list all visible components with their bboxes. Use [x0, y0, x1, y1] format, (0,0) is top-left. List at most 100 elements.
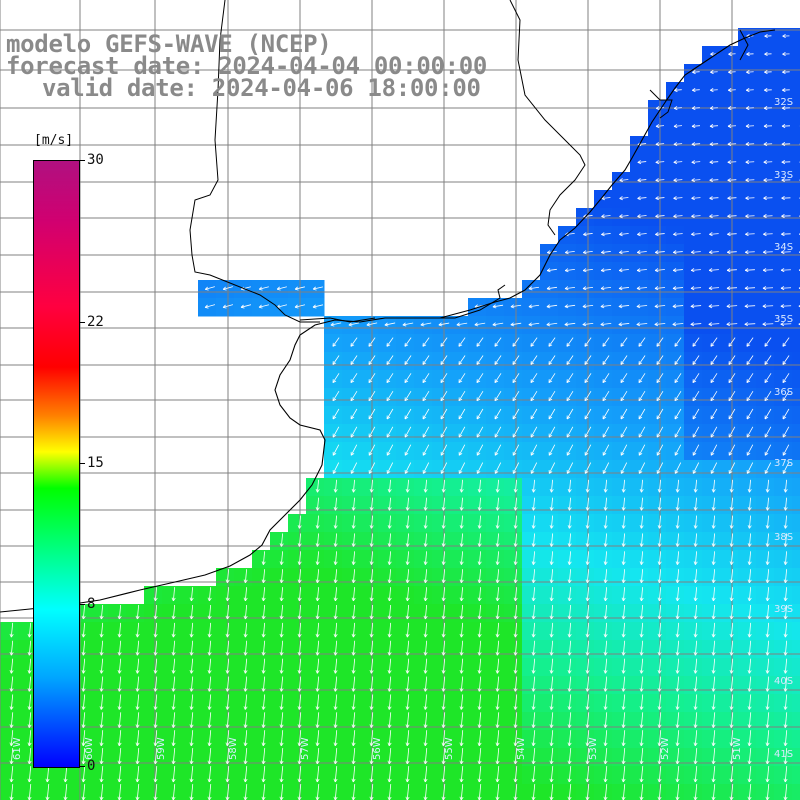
wind-arrow [513, 515, 518, 529]
wind-arrow [387, 551, 392, 565]
wind-arrow [456, 322, 468, 327]
wind-arrow [243, 569, 248, 584]
wind-speed-cell [792, 208, 800, 227]
wind-arrow [603, 515, 608, 529]
wind-arrow [332, 408, 340, 420]
wind-arrow [675, 676, 680, 692]
wind-arrow [189, 783, 194, 800]
wind-arrow [171, 640, 176, 656]
wind-arrow [351, 497, 356, 511]
wind-arrow [711, 604, 716, 620]
wind-arrow [225, 676, 230, 692]
wind-arrow [350, 355, 358, 365]
wind-arrow [655, 250, 665, 255]
wind-arrow [746, 355, 754, 365]
wind-arrow [781, 250, 791, 255]
wind-arrow [423, 730, 428, 747]
wind-arrow [567, 730, 572, 747]
wind-speed-cell [522, 658, 541, 677]
wind-speed-cell [306, 532, 325, 551]
wind-speed-cell [360, 712, 379, 731]
coastline [0, 29, 776, 613]
wind-arrow [567, 694, 572, 710]
wind-speed-cell [450, 586, 469, 605]
wind-arrow [27, 694, 32, 710]
wind-arrow [744, 268, 755, 273]
wind-speed-cell [432, 496, 451, 515]
wind-speed-cell [774, 784, 793, 800]
wind-speed-cell [540, 496, 559, 515]
wind-speed-cell [108, 712, 127, 731]
wind-arrow [548, 390, 556, 402]
wind-speed-cell [414, 442, 433, 461]
wind-arrow [477, 765, 482, 783]
wind-arrow [549, 551, 554, 565]
wind-speed-cell [342, 514, 361, 533]
wind-speed-cell [774, 550, 793, 569]
wind-arrow [710, 355, 718, 365]
wind-arrow [351, 694, 356, 710]
wind-arrow [711, 748, 716, 765]
wind-arrow [726, 304, 738, 309]
wind-arrow [189, 676, 194, 692]
wind-speed-cell [414, 730, 433, 749]
wind-speed-cell [738, 586, 757, 605]
wind-arrow [690, 268, 701, 273]
wind-speed-cell [414, 604, 433, 623]
wind-arrow [494, 462, 502, 474]
lon-label: 52W [660, 737, 671, 760]
wind-arrow [584, 355, 592, 365]
wind-speed-cell [342, 442, 361, 461]
wind-arrow [333, 694, 338, 710]
wind-arrow [764, 462, 772, 474]
wind-arrow [639, 694, 644, 710]
wind-speed-cell [468, 388, 487, 407]
wind-speed-cell [792, 46, 800, 65]
wind-speed-cell [792, 154, 800, 173]
wind-arrow [135, 730, 140, 747]
wind-arrow [602, 390, 610, 402]
wind-speed-cell [468, 568, 487, 587]
wind-arrow [368, 444, 376, 456]
wind-speed-cell [774, 64, 793, 83]
wind-speed-cell [612, 514, 631, 533]
wind-speed-cell [468, 550, 487, 569]
wind-speed-cell [720, 46, 739, 65]
wind-speed-cell [90, 784, 109, 800]
wind-speed-cell [378, 514, 397, 533]
wind-speed-cell [576, 478, 595, 497]
wind-speed-cell [540, 676, 559, 695]
wind-arrow [657, 569, 662, 584]
wind-arrow [495, 748, 500, 765]
wind-arrow [657, 515, 662, 529]
wind-speed-cell [684, 604, 703, 623]
wind-speed-cell [792, 748, 800, 767]
wind-speed-cell [324, 604, 343, 623]
wind-arrow [441, 640, 446, 656]
wind-arrow [746, 444, 754, 456]
wind-speed-cell [468, 514, 487, 533]
wind-speed-cell [486, 640, 505, 659]
lon-label: 54W [516, 737, 527, 760]
wind-arrow [477, 587, 482, 602]
wind-speed-cell [450, 424, 469, 443]
wind-arrow [387, 497, 392, 511]
wind-arrow [549, 622, 554, 638]
wind-speed-cell [720, 568, 739, 587]
wind-arrow [297, 515, 302, 529]
wind-arrow [189, 587, 194, 602]
wind-arrow [531, 748, 536, 765]
wind-arrow [783, 533, 788, 547]
wind-arrow [656, 426, 664, 438]
wind-speed-cell [594, 514, 613, 533]
wind-arrow [9, 783, 14, 800]
wind-speed-cell [450, 766, 469, 785]
wind-speed-cell [342, 694, 361, 713]
wind-arrow [693, 622, 698, 638]
wind-speed-cell [468, 784, 487, 800]
wind-arrow [656, 462, 664, 474]
wind-speed-cell [576, 424, 595, 443]
wind-speed-cell [144, 712, 163, 731]
wind-speed-cell [648, 388, 667, 407]
